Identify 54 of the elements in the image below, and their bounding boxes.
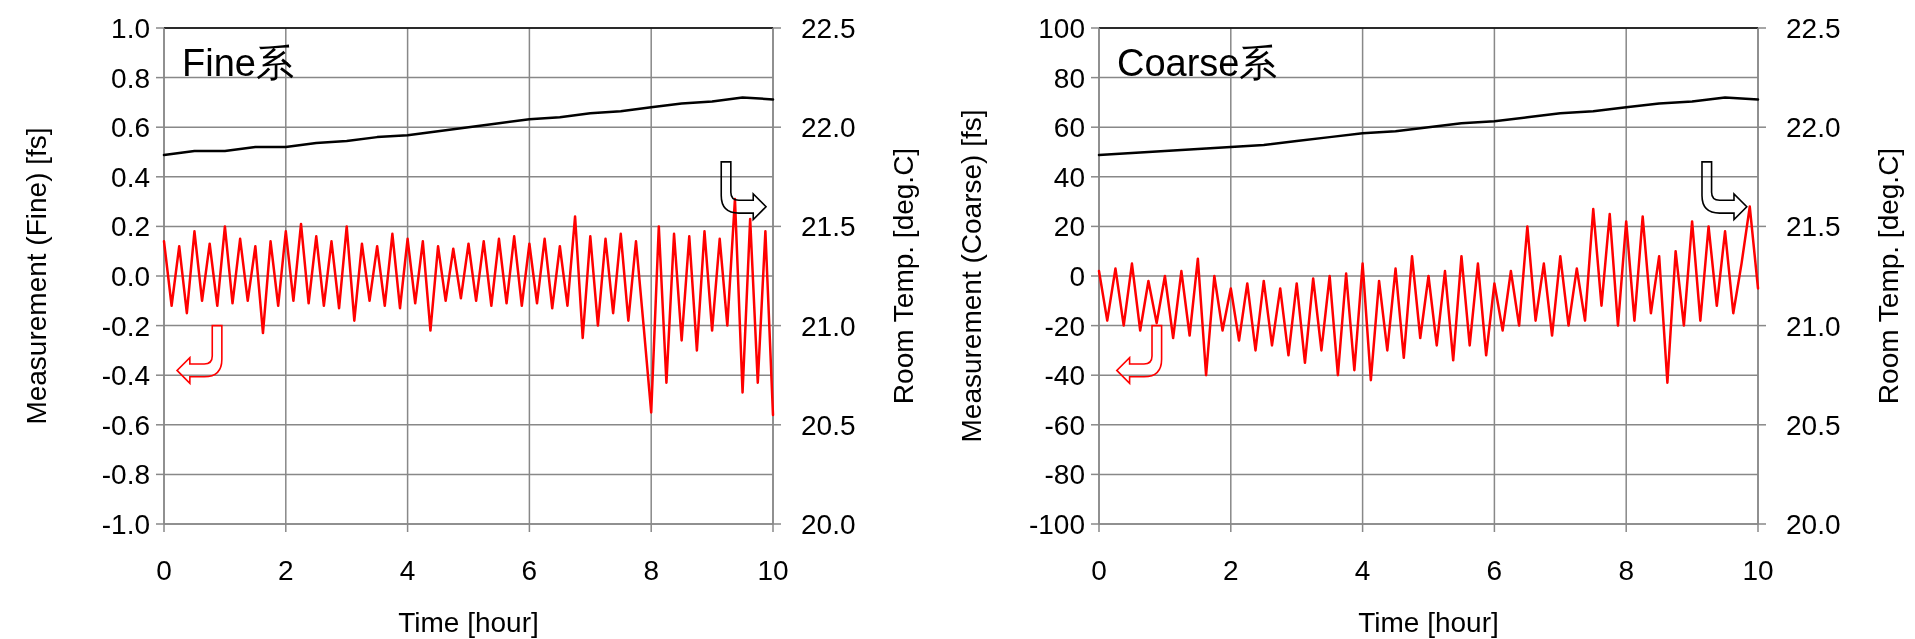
y-tick-label: 20 xyxy=(1053,211,1085,243)
y-tick-label: 0.6 xyxy=(111,112,150,144)
x-tick-label: 2 xyxy=(278,555,294,586)
y2-tick-label: 21.0 xyxy=(1786,310,1841,342)
y2-tick-label: 21.5 xyxy=(801,211,856,243)
y2-tick-label: 22.0 xyxy=(1786,112,1841,144)
y2-tick-label: 22.5 xyxy=(801,13,856,44)
y2-tick-label: 20.0 xyxy=(1786,509,1841,540)
y2-tick-label: 20.5 xyxy=(801,409,856,441)
y-tick-label: -0.6 xyxy=(101,409,150,441)
chart-title: Fine系 xyxy=(182,42,294,84)
x-tick-label: 8 xyxy=(643,555,659,586)
y-tick-label: 80 xyxy=(1053,62,1085,94)
y-tick-label: 100 xyxy=(1038,13,1085,44)
y-tick-label: 60 xyxy=(1053,112,1085,144)
y2-axis-title: Room Temp. [deg.C] xyxy=(1873,147,1904,405)
x-tick-label: 2 xyxy=(1223,555,1239,586)
y-axis-title: Measurement (Coarse) [fs] xyxy=(956,109,987,443)
y-tick-label: 0.0 xyxy=(111,261,150,292)
y-tick-label: 0.4 xyxy=(111,161,150,193)
y-tick-label: 0 xyxy=(1069,261,1085,292)
x-tick-label: 6 xyxy=(1486,555,1503,586)
y-tick-label: 40 xyxy=(1053,161,1085,193)
y2-axis-title: Room Temp. [deg.C] xyxy=(888,147,919,405)
x-tick-label: 10 xyxy=(757,555,789,586)
x-tick-label: 0 xyxy=(1091,555,1107,586)
y-tick-label: -60 xyxy=(1044,409,1085,441)
x-axis-title: Time [hour] xyxy=(398,607,539,638)
y-tick-label: 0.2 xyxy=(111,211,150,243)
y-tick-label: -0.8 xyxy=(101,459,150,491)
x-tick-label: 10 xyxy=(1742,555,1774,586)
y2-tick-label: 20.5 xyxy=(1786,409,1841,441)
x-tick-label: 6 xyxy=(521,555,538,586)
y-tick-label: -100 xyxy=(1028,509,1085,540)
y-tick-label: 1.0 xyxy=(111,13,150,44)
y-tick-label: -20 xyxy=(1044,310,1085,342)
y-tick-label: -0.4 xyxy=(101,360,150,392)
y2-tick-label: 20.0 xyxy=(801,509,856,540)
y-tick-label: -40 xyxy=(1044,360,1085,392)
x-tick-label: 8 xyxy=(1618,555,1634,586)
y-tick-label: -0.2 xyxy=(101,310,150,342)
y-tick-label: 0.8 xyxy=(111,62,150,94)
x-tick-label: 4 xyxy=(1354,555,1371,586)
y-axis-title: Measurement (Fine) [fs] xyxy=(21,127,52,425)
x-tick-label: 4 xyxy=(399,555,416,586)
y2-tick-label: 22.5 xyxy=(1786,13,1841,44)
chart-title: Coarse系 xyxy=(1117,42,1278,84)
y2-tick-label: 22.0 xyxy=(801,112,856,144)
x-tick-label: 0 xyxy=(156,555,172,586)
y2-tick-label: 21.5 xyxy=(1786,211,1841,243)
y-tick-label: -80 xyxy=(1044,459,1085,491)
y-tick-label: -1.0 xyxy=(101,509,150,540)
x-axis-title: Time [hour] xyxy=(1358,607,1499,638)
y2-tick-label: 21.0 xyxy=(801,310,856,342)
